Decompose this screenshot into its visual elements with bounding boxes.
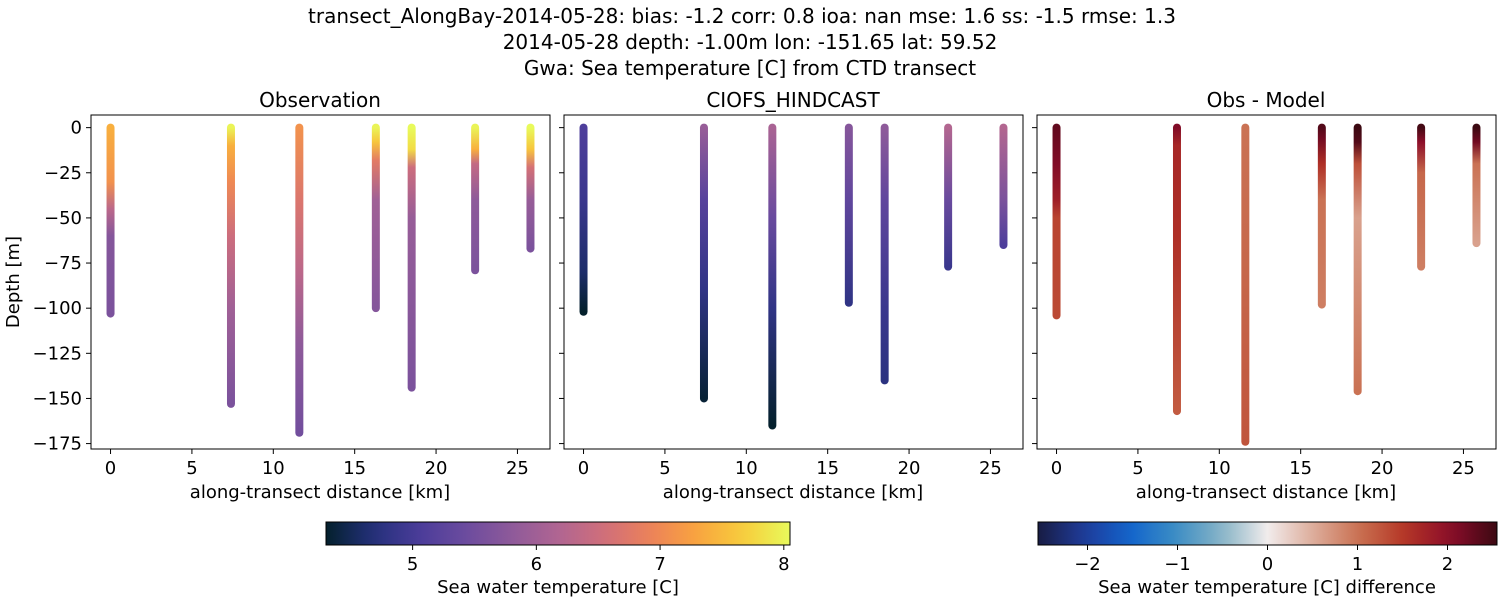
x-tick-label: 5 xyxy=(1132,458,1143,479)
y-tick-label: −150 xyxy=(33,388,82,409)
x-tick-label: 0 xyxy=(105,458,116,479)
x-tick-label: 20 xyxy=(898,458,921,479)
y-tick-label: −50 xyxy=(44,208,82,229)
colorbar-tick-label: 0 xyxy=(1262,554,1273,575)
plot-frame xyxy=(90,114,551,450)
x-axis-ticks: 0 5 10 15 20 25 xyxy=(105,449,529,479)
y-tick-label: −100 xyxy=(33,298,82,319)
panel-title: Observation xyxy=(259,88,381,112)
x-axis-label: along-transect distance [km] xyxy=(1136,482,1396,503)
y-tick-label: −125 xyxy=(33,343,82,364)
x-axis-ticks: 0 5 10 15 20 25 xyxy=(1051,449,1475,479)
x-tick-label: 15 xyxy=(343,458,366,479)
difference-colorbar: −2 −1 0 1 2 Sea water temperature [C] differ… xyxy=(1037,521,1498,598)
x-axis-ticks: 0 5 10 15 20 25 xyxy=(578,449,1002,479)
colorbar-tick-label: 6 xyxy=(531,554,542,575)
x-tick-label: 15 xyxy=(1289,458,1312,479)
x-tick-label: 10 xyxy=(735,458,758,479)
plot-frame xyxy=(563,114,1024,450)
x-tick-label: 5 xyxy=(186,458,197,479)
colorbar-ticks: −2 −1 0 1 2 xyxy=(1074,545,1453,575)
figure-title-line-3: Gwa: Sea temperature [C] from CTD transe… xyxy=(524,56,976,80)
y-axis-ticks: 0 −25 −50 −75 −100 −125 −150 −175 xyxy=(33,118,91,455)
x-axis-label: along-transect distance [km] xyxy=(663,482,923,503)
x-tick-label: 25 xyxy=(1452,458,1475,479)
colorbar-label: Sea water temperature [C] xyxy=(437,577,679,598)
temperature-colorbar: 5 6 7 8 Sea water temperature [C] xyxy=(325,521,791,598)
y-tick-label: −75 xyxy=(44,253,82,274)
x-tick-label: 15 xyxy=(816,458,839,479)
colorbar-tick-label: −2 xyxy=(1074,554,1101,575)
y-tick-label: 0 xyxy=(71,118,82,139)
x-tick-label: 0 xyxy=(578,458,589,479)
observation-panel: Observation 0 5 10 15 20 25 0 −25 −50 −75 −100 −12… xyxy=(3,88,551,503)
y-tick-label: −25 xyxy=(44,163,82,184)
x-tick-label: 5 xyxy=(659,458,670,479)
y-axis-label: Depth [m] xyxy=(3,236,24,328)
panel-title: CIOFS_HINDCAST xyxy=(706,88,880,112)
colorbar-gradient xyxy=(1037,521,1498,546)
y-tick-label: −175 xyxy=(33,434,82,455)
x-axis-label: along-transect distance [km] xyxy=(190,482,450,503)
figure-title-line-2: 2014-05-28 depth: -1.00m lon: -151.65 la… xyxy=(503,30,998,54)
difference-panel: Obs - Model 0 5 10 15 20 25 along-transect di… xyxy=(1032,88,1497,503)
colorbar-tick-label: 8 xyxy=(778,554,789,575)
colorbar-tick-label: 1 xyxy=(1352,554,1363,575)
panel-title: Obs - Model xyxy=(1207,88,1326,112)
y-axis-ticks xyxy=(1032,127,1037,445)
colorbar-gradient xyxy=(325,521,791,546)
colorbar-tick-label: 2 xyxy=(1442,554,1453,575)
x-tick-label: 25 xyxy=(506,458,529,479)
model-casts xyxy=(579,123,1008,430)
x-tick-label: 20 xyxy=(425,458,448,479)
x-tick-label: 10 xyxy=(262,458,285,479)
colorbar-label: Sea water temperature [C] difference xyxy=(1098,577,1436,598)
x-tick-label: 0 xyxy=(1051,458,1062,479)
observation-casts xyxy=(106,123,535,437)
colorbar-tick-label: 7 xyxy=(654,554,665,575)
x-tick-label: 25 xyxy=(979,458,1002,479)
x-tick-label: 20 xyxy=(1371,458,1394,479)
colorbar-ticks: 5 6 7 8 xyxy=(407,545,790,575)
model-panel: CIOFS_HINDCAST 0 5 10 15 20 25 along-transect… xyxy=(559,88,1024,503)
x-tick-label: 10 xyxy=(1208,458,1231,479)
figure-title-line-1: transect_AlongBay-2014-05-28: bias: -1.2… xyxy=(308,4,1176,28)
y-axis-ticks xyxy=(559,127,564,445)
colorbar-tick-label: −1 xyxy=(1164,554,1191,575)
plot-frame xyxy=(1036,114,1497,450)
colorbar-tick-label: 5 xyxy=(407,554,418,575)
difference-casts xyxy=(1052,123,1481,446)
